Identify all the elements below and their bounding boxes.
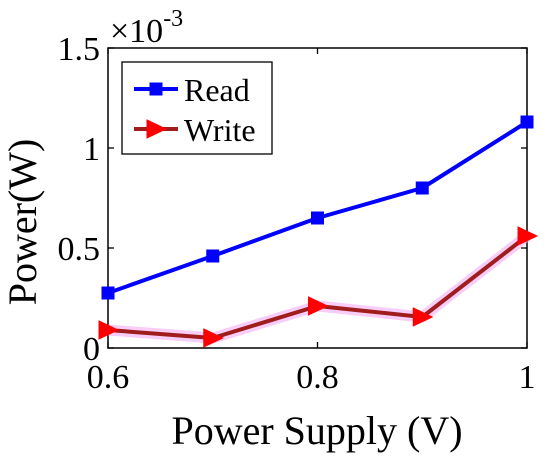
series: [98, 115, 539, 348]
series-write: [98, 226, 539, 348]
series-read-point: [415, 181, 429, 195]
exponent-power: -3: [163, 6, 183, 32]
series-write-point: [517, 226, 539, 246]
series-read: [101, 115, 534, 300]
legend: Read Write: [121, 61, 273, 155]
series-read-point: [520, 115, 534, 129]
y-tick-label: 1.5: [58, 31, 101, 68]
series-write-point: [98, 320, 120, 340]
y-tick-label: 0: [83, 331, 100, 368]
x-tick-label: 0.8: [296, 359, 339, 396]
legend-box: [121, 61, 273, 155]
axes: 0.6 0.8 1 0 0.5 1 1.5: [58, 31, 536, 396]
x-tick-label: 0.6: [87, 359, 130, 396]
x-tick-label: 1: [519, 359, 536, 396]
legend-marker-write: [146, 119, 168, 139]
y-axis-label: Power(W): [0, 139, 45, 306]
x-axis-label: Power Supply (V): [171, 408, 462, 453]
legend-label-write: Write: [184, 112, 256, 148]
series-write-point: [203, 328, 224, 348]
series-write-point: [412, 307, 434, 327]
series-read-point: [311, 211, 324, 225]
series-write-line: [107, 234, 529, 340]
y-tick-label: 1: [83, 131, 100, 168]
series-read-point: [101, 286, 115, 300]
y-axis-exponent-label: ×10-3: [110, 6, 183, 50]
y-tick-label: 0.5: [58, 231, 101, 268]
legend-marker-read: [149, 82, 163, 96]
legend-label-read: Read: [184, 72, 250, 108]
series-write-point: [308, 296, 329, 316]
series-read-point: [206, 249, 220, 263]
exponent-base: ×10: [110, 13, 163, 50]
